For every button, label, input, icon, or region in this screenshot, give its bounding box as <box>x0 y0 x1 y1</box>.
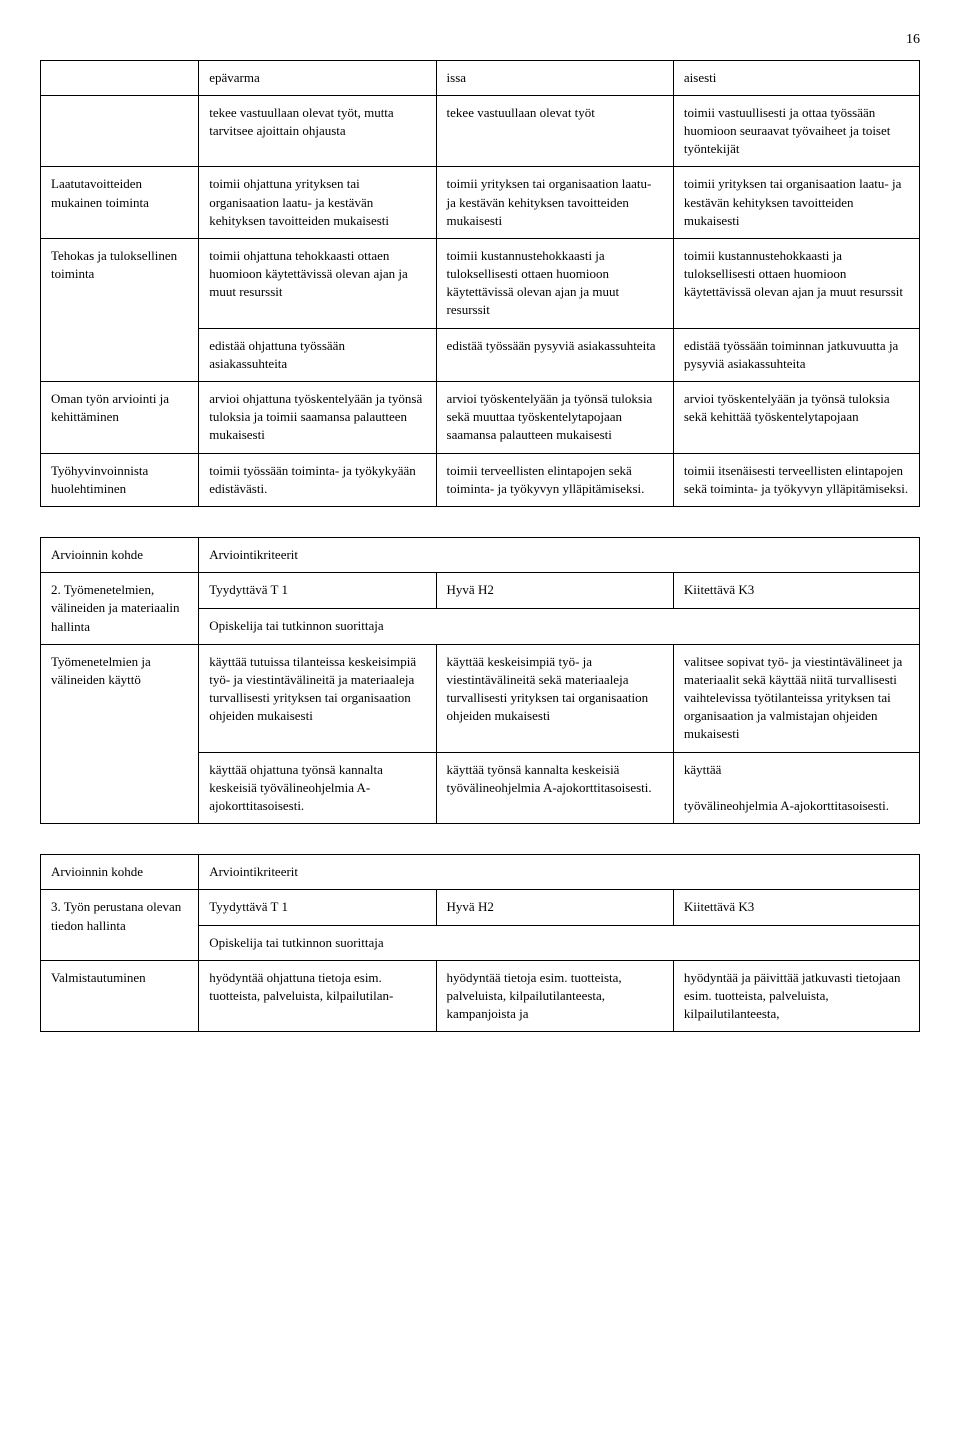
t2-level-h2: Hyvä H2 <box>436 573 673 609</box>
t3-level-k3: Kiitettävä K3 <box>673 890 919 925</box>
cell: tekee vastuullaan olevat työt <box>436 95 673 167</box>
t3-level-t1: Tyydyttävä T 1 <box>199 890 436 925</box>
cell: toimii terveellisten elintapojen sekä to… <box>436 453 673 506</box>
cell: issa <box>436 60 673 95</box>
page-number: 16 <box>40 30 920 50</box>
cell: edistää työssään toiminnan jatkuvuutta j… <box>673 328 919 381</box>
cell: valitsee sopivat työ- ja viestintäväline… <box>673 644 919 752</box>
t3-student-line: Opiskelija tai tutkinnon suorittaja <box>199 925 920 960</box>
table-row: tekee vastuullaan olevat työt, mutta tar… <box>41 95 920 167</box>
cell: toimii työssään toiminta- ja työkykyään … <box>199 453 436 506</box>
cell: edistää ohjattuna työssään asiakassuhtei… <box>199 328 436 381</box>
assessment-table-2: Arvioinnin kohde Arviointikriteerit 2. T… <box>40 537 920 824</box>
cell: toimii yrityksen tai organisaation laatu… <box>673 167 919 239</box>
cell: käyttää tutuissa tilanteissa keskeisimpi… <box>199 644 436 752</box>
t3-section-label: 3. Työn perustana olevan tiedon hallinta <box>41 890 199 960</box>
row-label: Tehokas ja tuloksellinen toiminta <box>41 238 199 381</box>
table-row: Laatutavoitteiden mukainen toimintatoimi… <box>41 167 920 239</box>
t3-header-label: Arvioinnin kohde <box>41 855 199 890</box>
table-row: Valmistautuminenhyödyntää ohjattuna tiet… <box>41 960 920 1032</box>
cell: toimii itsenäisesti terveellisten elinta… <box>673 453 919 506</box>
cell: toimii ohjattuna tehokkaasti ottaen huom… <box>199 238 436 328</box>
table-row: Oman työn arviointi ja kehittäminenarvio… <box>41 382 920 454</box>
cell: toimii kustannustehokkaasti ja tuloksell… <box>673 238 919 328</box>
row-label: Valmistautuminen <box>41 960 199 1032</box>
cell: aisesti <box>673 60 919 95</box>
cell: toimii ohjattuna yrityksen tai organisaa… <box>199 167 436 239</box>
cell: edistää työssään pysyviä asiakassuhteita <box>436 328 673 381</box>
cell: arvioi työskentelyään ja työnsä tuloksia… <box>673 382 919 454</box>
cell: hyödyntää ja päivittää jatkuvasti tietoj… <box>673 960 919 1032</box>
table-row: Työhyvinvoinnista huolehtiminentoimii ty… <box>41 453 920 506</box>
cell: käyttää työvälineohjelmia A-ajokorttitas… <box>673 752 919 824</box>
cell: käyttää työnsä kannalta keskeisiä työväl… <box>436 752 673 824</box>
t2-level-t1: Tyydyttävä T 1 <box>199 573 436 609</box>
cell: epävarma <box>199 60 436 95</box>
row-label: Työhyvinvoinnista huolehtiminen <box>41 453 199 506</box>
table-row: Työmenetelmien ja välineiden käyttökäytt… <box>41 644 920 752</box>
t2-header-label: Arvioinnin kohde <box>41 537 199 572</box>
t3-level-h2: Hyvä H2 <box>436 890 673 925</box>
cell: toimii yrityksen tai organisaation laatu… <box>436 167 673 239</box>
t3-header-criteria: Arviointikriteerit <box>199 855 920 890</box>
row-label: Oman työn arviointi ja kehittäminen <box>41 382 199 454</box>
table-row: Tehokas ja tuloksellinen toimintatoimii … <box>41 238 920 328</box>
cell: hyödyntää ohjattuna tietoja esim. tuotte… <box>199 960 436 1032</box>
cell: käyttää ohjattuna työnsä kannalta keskei… <box>199 752 436 824</box>
t2-student-line: Opiskelija tai tutkinnon suorittaja <box>199 608 920 644</box>
t2-header-criteria: Arviointikriteerit <box>199 537 920 572</box>
cell: hyödyntää tietoja esim. tuotteista, palv… <box>436 960 673 1032</box>
table-row: epävarmaissaaisesti <box>41 60 920 95</box>
cell: arvioi työskentelyään ja työnsä tuloksia… <box>436 382 673 454</box>
row-label: Työmenetelmien ja välineiden käyttö <box>41 644 199 824</box>
cell: toimii vastuullisesti ja ottaa työssään … <box>673 95 919 167</box>
t2-section-label: 2. Työmenetelmien, välineiden ja materia… <box>41 573 199 645</box>
row-label <box>41 95 199 167</box>
cell: käyttää keskeisimpiä työ- ja viestintävä… <box>436 644 673 752</box>
assessment-table-3: Arvioinnin kohde Arviointikriteerit 3. T… <box>40 854 920 1032</box>
cell: arvioi ohjattuna työskentelyään ja työns… <box>199 382 436 454</box>
t2-level-k3: Kiitettävä K3 <box>673 573 919 609</box>
assessment-table-1: epävarmaissaaisestitekee vastuullaan ole… <box>40 60 920 507</box>
row-label <box>41 60 199 95</box>
cell: toimii kustannustehokkaasti ja tuloksell… <box>436 238 673 328</box>
row-label: Laatutavoitteiden mukainen toiminta <box>41 167 199 239</box>
cell: tekee vastuullaan olevat työt, mutta tar… <box>199 95 436 167</box>
